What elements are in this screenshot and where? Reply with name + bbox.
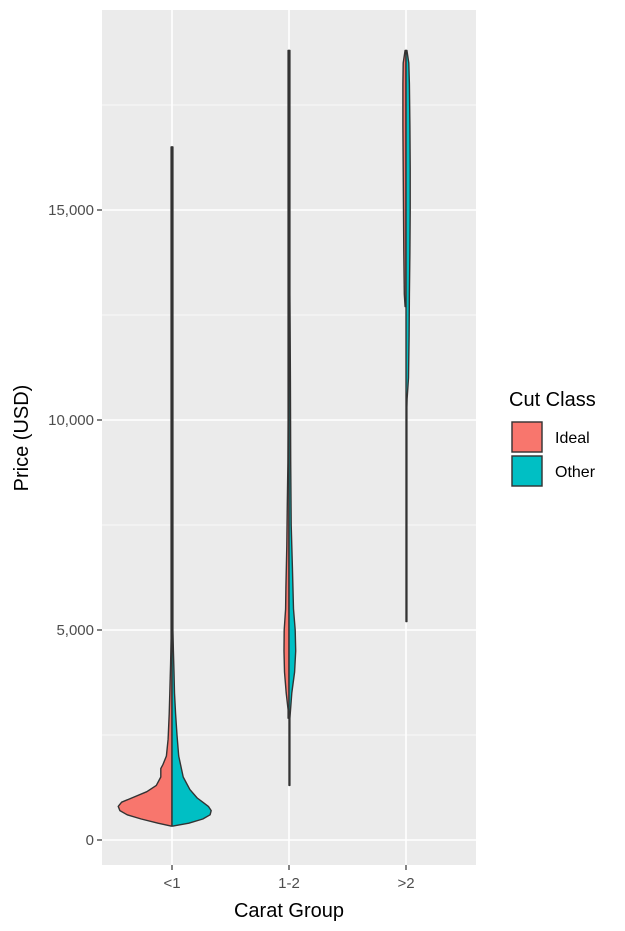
violins <box>117 49 411 827</box>
y-axis: 0 5,000 10,000 15,000 <box>48 202 102 849</box>
x-tick-label: <1 <box>163 875 180 892</box>
x-tick-label: 1-2 <box>278 875 300 892</box>
y-tick-label: 0 <box>86 832 94 849</box>
violin-half-other-0 <box>171 146 212 827</box>
y-tick-label: 5,000 <box>56 622 94 639</box>
legend-label: Ideal <box>555 430 590 447</box>
y-axis-title: Price (USD) <box>11 385 33 492</box>
y-tick-label: 10,000 <box>48 412 94 429</box>
legend-swatch-other <box>511 455 543 487</box>
violin-half-other-2 <box>405 49 411 623</box>
x-axis: <1 1-2 >2 <box>163 865 415 892</box>
legend-entries: Ideal Other <box>511 421 596 487</box>
violin-half-ideal-1 <box>283 49 290 719</box>
legend-title: Cut Class <box>509 389 596 411</box>
violin-half-other-1 <box>288 49 297 787</box>
x-tick-label: >2 <box>397 875 414 892</box>
x-axis-title: Carat Group <box>234 900 344 922</box>
y-tick-label: 15,000 <box>48 202 94 219</box>
violin-half-ideal-2 <box>402 49 407 308</box>
legend-label: Other <box>555 464 596 481</box>
legend-swatch-ideal <box>511 421 543 453</box>
legend: Cut Class Ideal Other <box>509 389 596 487</box>
violin-half-ideal-0 <box>117 146 173 827</box>
